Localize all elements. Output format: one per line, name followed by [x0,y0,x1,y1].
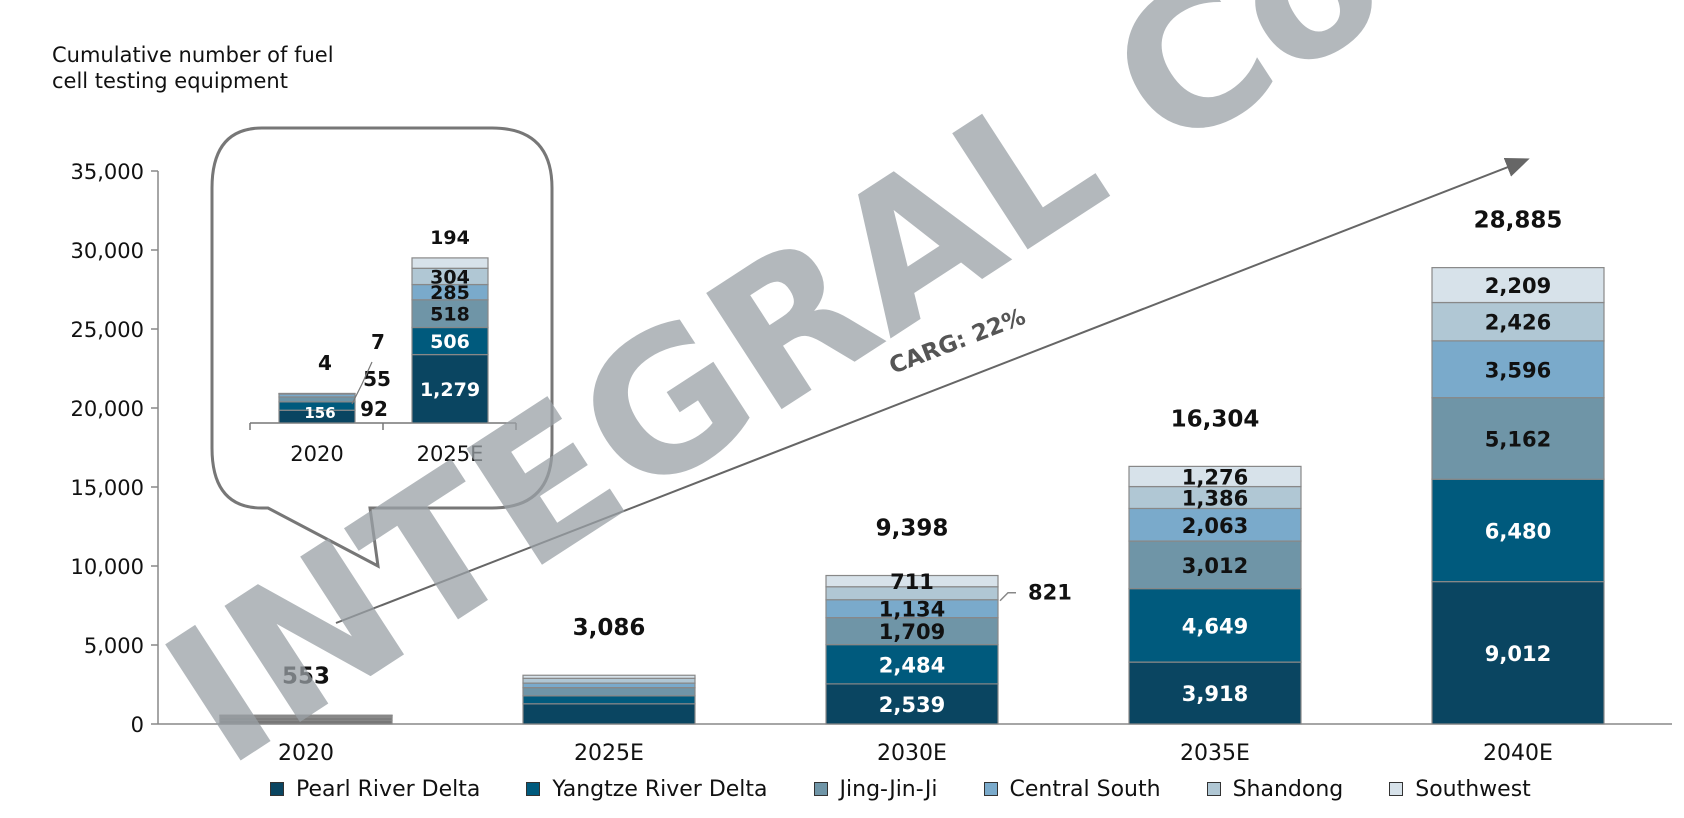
y-tick-label: 10,000 [71,555,144,579]
bar-2030e-segment [825,617,999,646]
bar-2040e-segment [1431,267,1605,304]
bar-2040e-value-label: 3,596 [1485,358,1551,382]
legend-swatch [983,782,998,796]
bar-2030e-value-label: 2,539 [879,693,945,717]
legend: Pearl River Delta Yangtze River Delta Ji… [270,774,1531,804]
inset-bar-segment [411,326,489,356]
bar-2025e-segment [522,677,696,684]
legend-label: Central South [1009,776,1161,802]
bar-2030e-value-label: 1,709 [879,620,945,644]
bar-2035e-value-label: 3,918 [1182,682,1248,706]
legend-swatch [270,782,284,796]
legend-item-jing-jin-ji[interactable]: Jing-Jin-Ji [813,776,938,802]
legend-item-pearl-river-delta[interactable]: Pearl River Delta [270,777,480,802]
inset-value-label: 194 [430,227,470,249]
inset-callout-frame [210,126,554,569]
bar-2035e-value-label: 1,276 [1182,465,1248,489]
total-label: 3,086 [573,615,646,641]
legend-swatch [813,782,828,796]
inset-bar-segment [411,257,489,269]
total-label: 28,885 [1474,208,1563,234]
legend-swatch [1389,782,1404,796]
inset-value-label: 506 [430,331,470,353]
outside-value-label: 821 [1028,581,1072,605]
y-tick-label: 5,000 [84,634,144,658]
inset-bar-segment [411,353,489,424]
bar-2030e-value-label: 1,134 [879,598,945,622]
bar-2025e-segment [522,682,696,689]
inset-bar-segment [278,396,356,403]
bar-2025e-segment [522,695,696,705]
bar-2030e-value-label: 711 [890,570,934,594]
bar-2030e-value-label: 2,484 [879,653,945,677]
bar-2035e-segment [1128,588,1302,663]
inset-leader-line [351,361,373,405]
bar-2040e-value-label: 9,012 [1485,642,1551,666]
bar-2025e-segment [522,674,696,679]
bar-2025e-segment [522,687,696,697]
legend-swatch [526,782,541,796]
bar-2035e-segment [1128,540,1302,590]
bar-2035e-value-label: 2,063 [1182,514,1248,538]
cagr-arrow [335,157,1530,624]
bar-2035e-value-label: 1,386 [1182,487,1248,511]
y-tick-label: 15,000 [71,476,144,500]
inset-value-label: 156 [304,404,335,422]
x-tick-label: 2035E [1180,741,1250,766]
x-tick-label: 2040E [1483,741,1553,766]
inset-value-label: 304 [430,266,470,288]
total-label: 9,398 [876,516,949,542]
y-tick-label: 20,000 [71,397,144,421]
y-tick-label: 35,000 [71,160,144,184]
bar-2040e-value-label: 5,162 [1485,427,1551,451]
legend-label: Yangtze River Delta [552,776,768,802]
bar-2035e-value-label: 4,649 [1182,614,1248,638]
legend-item-central-south[interactable]: Central South [983,776,1161,802]
y-tick-label: 25,000 [71,318,144,342]
bar-2040e-segment [1431,301,1605,342]
inset-value-label: 518 [430,304,470,326]
y-tick-label: 30,000 [71,239,144,263]
inset-x-label: 2020 [290,442,343,466]
bar-2035e-segment [1128,465,1302,488]
total-label: 553 [282,663,330,689]
x-tick-label: 2025E [574,741,644,766]
bar-2035e-segment [1128,507,1302,542]
y-tick-label: 0 [131,713,144,737]
inset-value-label: 55 [363,367,391,391]
inset-value-label: 92 [360,397,388,421]
legend-item-yangtze-river-delta[interactable]: Yangtze River Delta [526,776,768,802]
inset-value-label: 1,279 [420,379,480,401]
inset-value-label: 4 [318,351,332,375]
legend-item-southwest[interactable]: Southwest [1389,777,1531,802]
legend-label: Southwest [1415,776,1531,802]
bar-2040e-segment [1431,340,1605,399]
bar-2030e-segment [825,574,999,588]
legend-label: Shandong [1232,776,1344,802]
inset-x-label: 2025E [417,442,484,466]
bar-2025e-segment [522,703,696,725]
legend-label: Jing-Jin-Ji [839,776,938,802]
inset-value-label: 285 [430,282,470,304]
legend-label: Pearl River Delta [296,776,481,802]
total-label: 16,304 [1171,406,1260,432]
bar-2040e-value-label: 2,426 [1485,311,1551,335]
bar-2035e-segment [1128,661,1302,725]
bar-2035e-value-label: 3,012 [1182,554,1248,578]
x-tick-label: 2030E [877,741,947,766]
legend-swatch [1206,782,1221,796]
x-tick-label: 2020 [278,741,334,766]
bar-2040e-value-label: 6,480 [1485,519,1551,543]
legend-item-shandong[interactable]: Shandong [1206,776,1344,802]
bar-2030e-segment [825,683,999,725]
leader-line [999,591,1016,602]
bar-2040e-segment [1431,478,1605,583]
bar-2040e-segment [1431,397,1605,480]
bar-2040e-value-label: 2,209 [1485,274,1551,298]
inset-value-label: 7 [371,330,385,354]
bar-2030e-segment [825,644,999,685]
y-axis-title: Cumulative number of fuel cell testing e… [52,43,334,93]
